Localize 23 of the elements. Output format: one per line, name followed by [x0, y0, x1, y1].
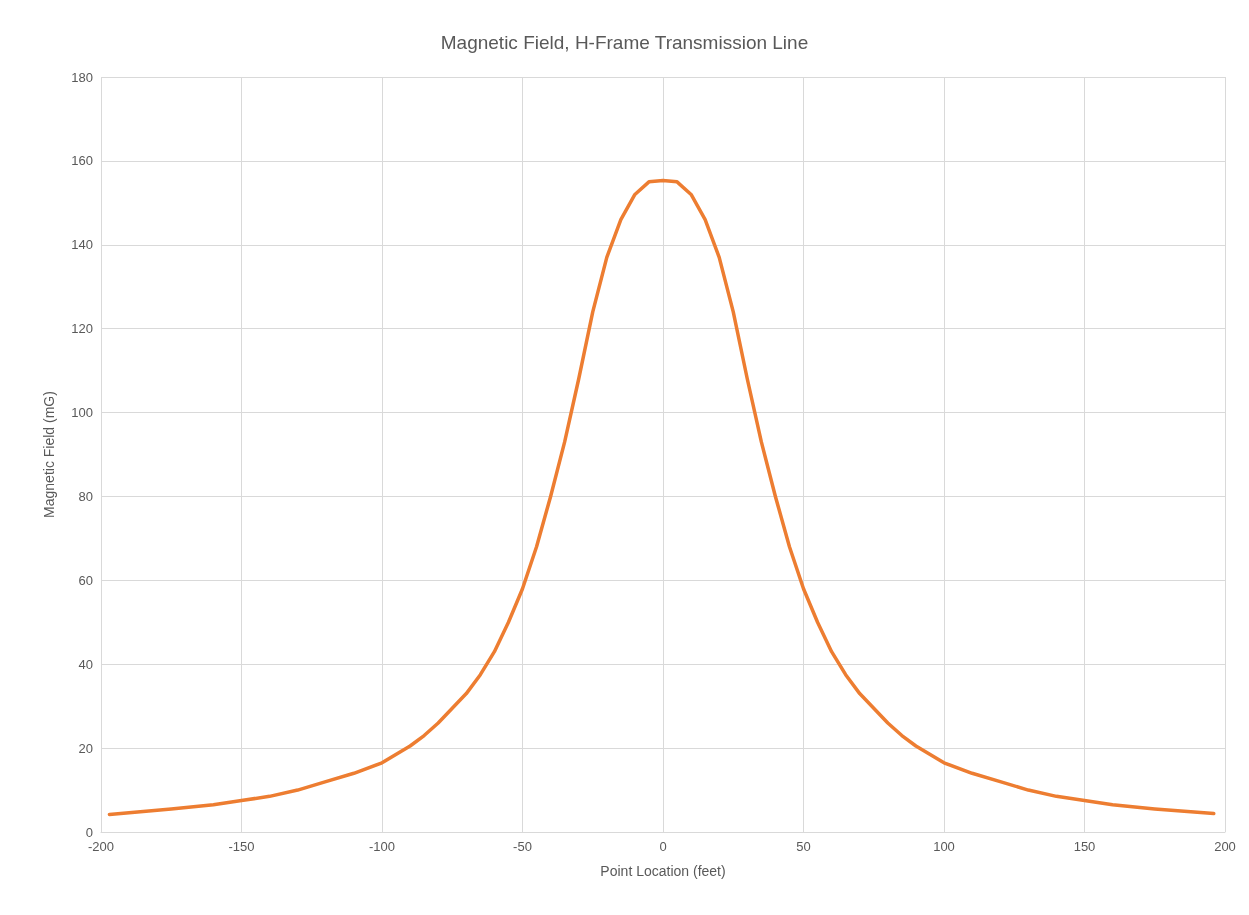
- y-tick-label: 80: [78, 488, 93, 504]
- y-tick-label: 140: [71, 237, 93, 253]
- y-tick-label: 40: [78, 656, 93, 672]
- y-tick-label: 20: [78, 740, 93, 756]
- y-tick-label: 180: [71, 69, 93, 85]
- chart-title: Magnetic Field, H-Frame Transmission Line: [440, 32, 809, 53]
- y-axis-title: Magnetic Field (mG): [41, 391, 57, 518]
- x-tick-label: -150: [228, 839, 255, 854]
- y-tick-label: 100: [71, 405, 93, 421]
- x-tick-label: -200: [87, 839, 115, 854]
- y-tick-label: 60: [78, 572, 93, 588]
- y-tick-label: 120: [71, 321, 93, 337]
- x-tick-label: 100: [933, 839, 955, 854]
- x-tick-label: 50: [796, 839, 811, 854]
- line-series: [107, 178, 1216, 817]
- x-tick-label: 150: [1073, 839, 1096, 854]
- y-tick-label: 160: [71, 153, 93, 169]
- y-tick-label: 0: [85, 824, 93, 840]
- x-tick-label: 0: [659, 839, 667, 854]
- x-tick-label: -50: [513, 839, 532, 854]
- x-tick-label: 200: [1214, 839, 1236, 854]
- x-axis-title: Point Location (feet): [600, 863, 726, 879]
- x-tick-label: -100: [368, 839, 396, 854]
